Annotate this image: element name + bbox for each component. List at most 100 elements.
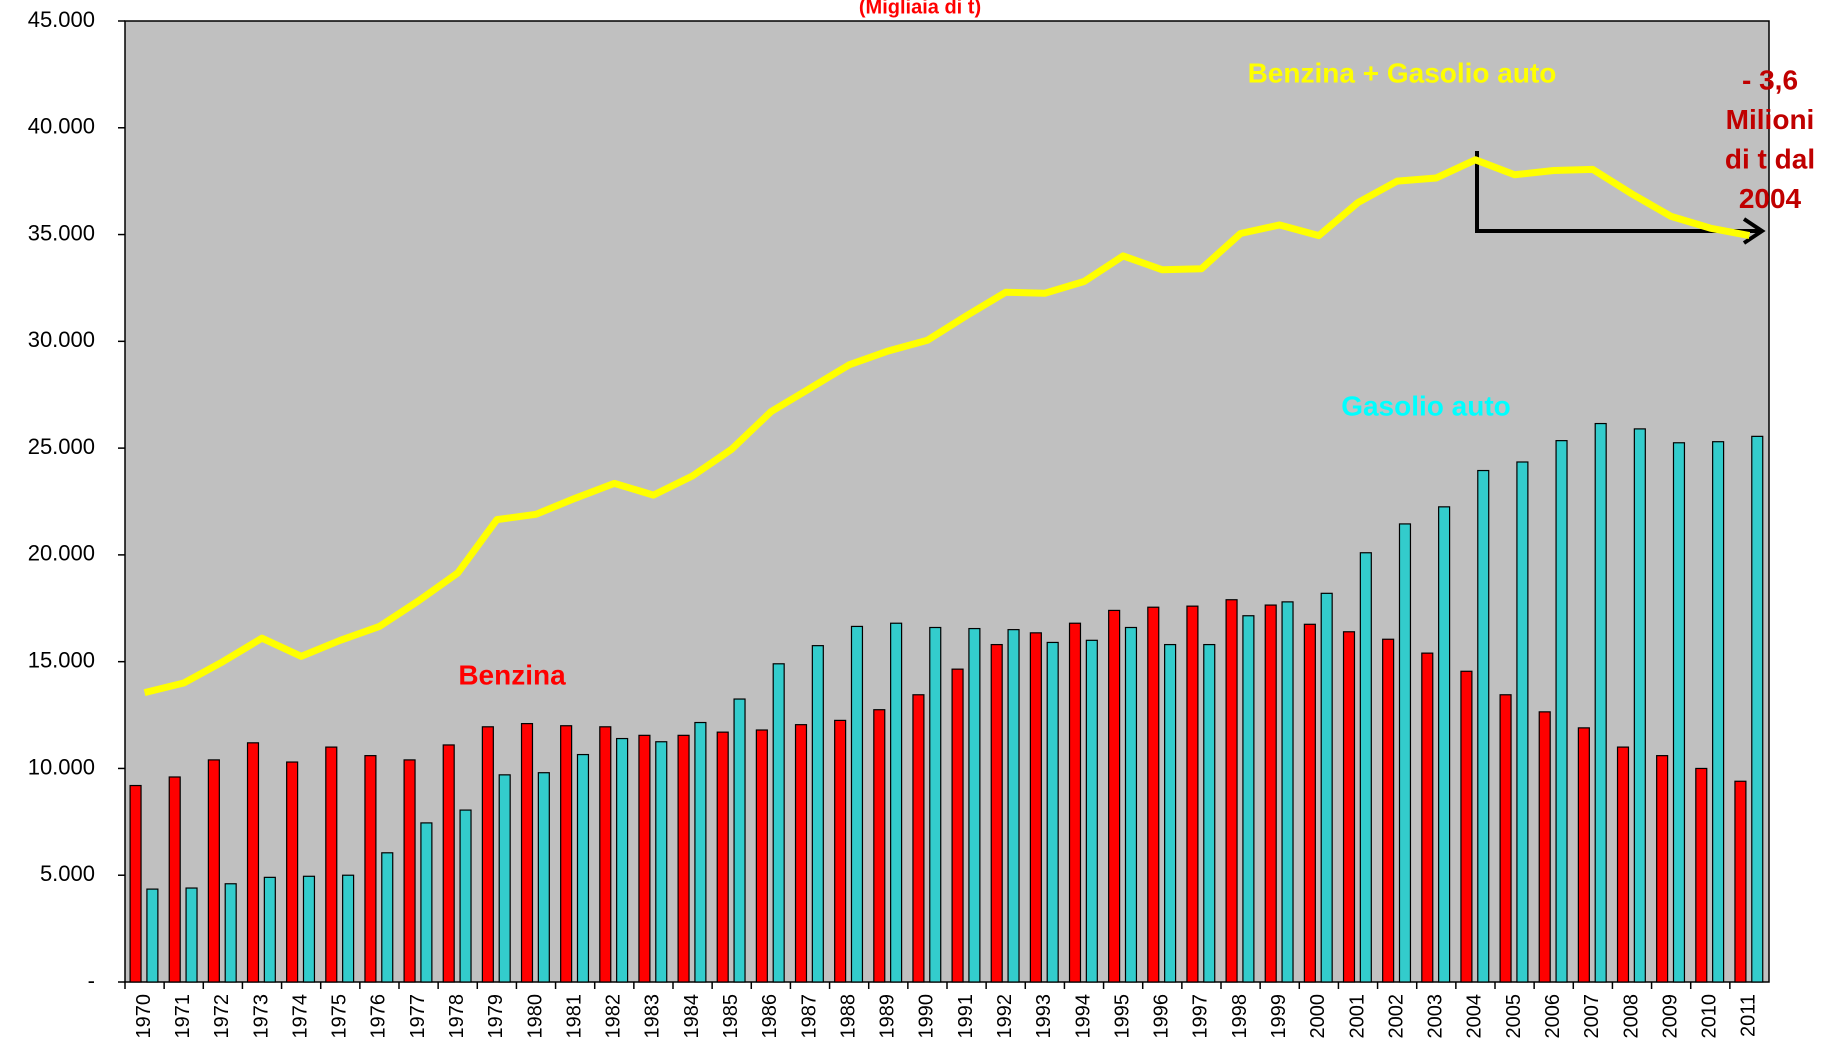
x-tick-label: 1981	[563, 994, 585, 1039]
bar	[929, 626, 942, 983]
x-tick-label: 1984	[681, 994, 703, 1039]
line	[143, 156, 1751, 697]
y-tick-label: 35.000	[28, 220, 95, 245]
arrow-head	[1742, 217, 1766, 245]
bar	[537, 772, 550, 983]
bar	[599, 726, 612, 983]
bar	[968, 627, 981, 983]
y-tick-label: 40.000	[28, 114, 95, 139]
bar	[1712, 441, 1725, 983]
bar	[325, 746, 338, 983]
bar	[755, 729, 768, 983]
bar	[1633, 428, 1646, 983]
bar	[1359, 552, 1372, 983]
x-tick-label: 2011	[1738, 994, 1760, 1037]
x-tick-label: 2007	[1581, 994, 1603, 1039]
x-tick-label: 2002	[1385, 994, 1407, 1039]
bar	[381, 852, 394, 983]
x-tick-label: 2000	[1307, 994, 1329, 1039]
series-label: Benzina	[458, 659, 566, 690]
bar	[302, 875, 316, 983]
y-tick-label: -	[88, 968, 95, 993]
bar	[1303, 623, 1316, 983]
x-tick-label: 1970	[133, 994, 155, 1039]
bar	[638, 734, 651, 983]
bar	[616, 737, 629, 983]
x-tick-label: 1999	[1268, 994, 1290, 1039]
bar	[1751, 435, 1764, 983]
x-tick-label: 1996	[1151, 994, 1173, 1039]
x-tick-label: 2006	[1542, 994, 1564, 1039]
bar	[1085, 639, 1098, 983]
bar	[246, 742, 260, 983]
bar	[520, 722, 534, 983]
bar	[1398, 523, 1412, 983]
bar	[1007, 629, 1020, 983]
bar	[481, 726, 494, 983]
x-tick-label: 1992	[994, 994, 1016, 1039]
x-tick-label: 1987	[798, 994, 820, 1039]
bar	[560, 725, 573, 983]
bar	[1225, 599, 1238, 983]
bar	[1656, 755, 1669, 983]
y-tick-label: 20.000	[28, 541, 95, 566]
bar	[1672, 442, 1686, 983]
x-tick-label: 2010	[1699, 994, 1721, 1039]
x-tick-label: 1973	[250, 994, 272, 1039]
x-tick-label: 1975	[329, 994, 351, 1039]
bar	[1695, 767, 1708, 983]
x-tick-label: 1985	[720, 994, 742, 1039]
x-tick-label: 1976	[368, 994, 390, 1039]
x-tick-label: 1977	[407, 994, 429, 1039]
bar	[1029, 632, 1042, 983]
bar	[1499, 694, 1512, 983]
bar	[834, 719, 847, 983]
x-tick-label: 1983	[642, 994, 664, 1039]
bar	[1186, 605, 1199, 983]
bar	[576, 753, 590, 983]
bar	[1264, 604, 1277, 983]
x-tick-label: 1974	[289, 994, 311, 1039]
x-tick-label: 1993	[1033, 994, 1055, 1039]
x-tick-label: 1989	[877, 994, 899, 1039]
bar	[1046, 641, 1059, 983]
bar	[207, 759, 220, 983]
y-tick-label: 10.000	[28, 754, 95, 779]
bar	[694, 721, 707, 983]
bar	[1477, 469, 1490, 983]
x-tick-label: 1971	[172, 994, 194, 1039]
x-tick-label: 2008	[1620, 994, 1642, 1039]
annotation: - 3,6	[1742, 64, 1798, 95]
y-tick-label: 5.000	[40, 861, 95, 886]
bar	[733, 698, 746, 983]
x-tick-label: 1994	[1072, 994, 1094, 1039]
chart-title: (Migliaia di t)	[859, 0, 981, 18]
bar	[442, 744, 455, 983]
bar	[912, 694, 925, 983]
bar	[1538, 711, 1551, 983]
bar	[951, 668, 964, 983]
x-tick-label: 1980	[524, 994, 546, 1039]
bar	[498, 774, 511, 983]
annotation: di t dal	[1725, 143, 1815, 174]
x-tick-label: 1998	[1229, 994, 1251, 1039]
annotation: Milioni	[1726, 104, 1815, 135]
y-tick-label: 25.000	[28, 434, 95, 459]
x-tick-label: 1986	[759, 994, 781, 1039]
arrow-line	[1475, 151, 1760, 233]
x-tick-label: 1972	[211, 994, 233, 1039]
bar	[1438, 506, 1451, 983]
bar	[794, 724, 808, 983]
bar	[1555, 440, 1568, 983]
y-tick-label: 30.000	[28, 327, 95, 352]
x-tick-label: 2009	[1659, 994, 1681, 1039]
x-tick-label: 1988	[837, 994, 859, 1039]
x-tick-label: 2003	[1425, 994, 1447, 1039]
bar	[1242, 615, 1255, 983]
bar	[990, 643, 1003, 983]
bar	[1281, 601, 1294, 983]
bar	[1068, 622, 1082, 983]
x-tick-label: 1978	[446, 994, 468, 1039]
bar	[1594, 422, 1607, 983]
bar	[1421, 652, 1434, 983]
